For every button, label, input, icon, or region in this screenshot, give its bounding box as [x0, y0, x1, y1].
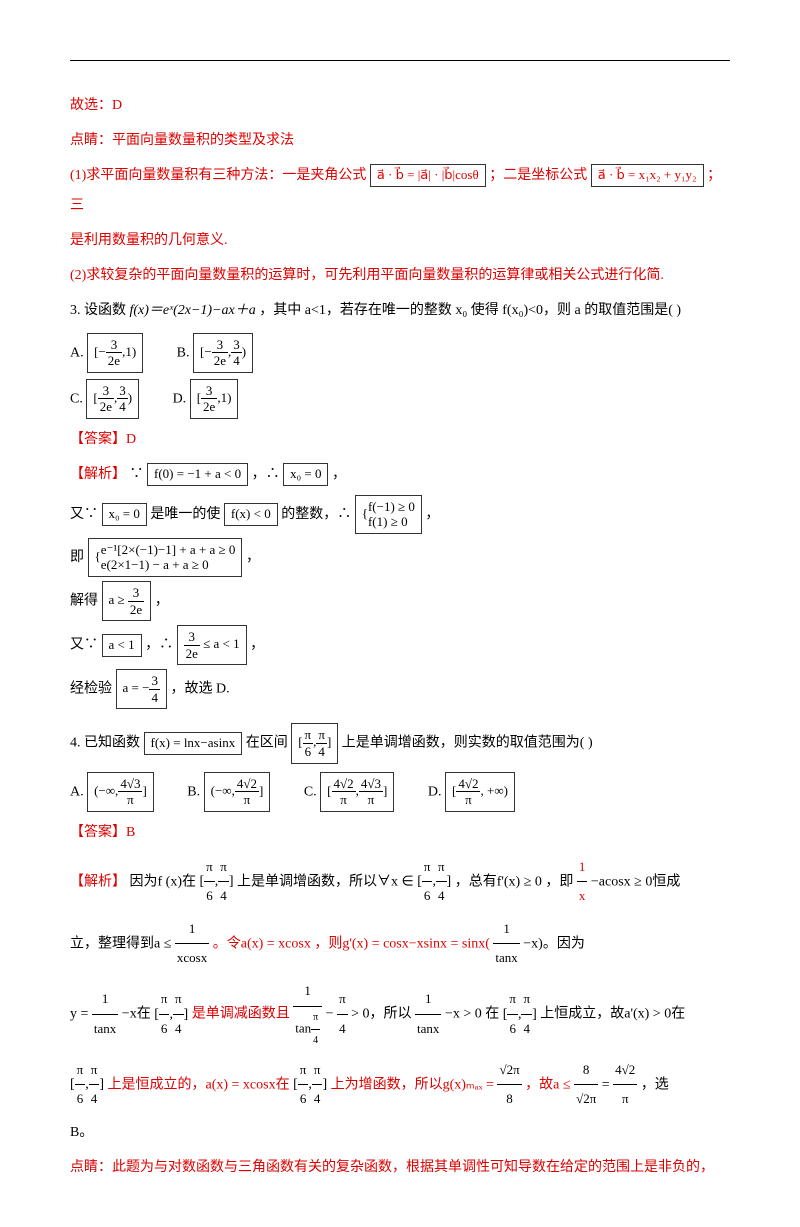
q4Dbox: [4√2π, +∞)	[445, 772, 515, 812]
q3-options-row2: C. [32e,34) D. [32e,1)	[70, 379, 730, 419]
q3-exp-line1: 【解析】 ∵ f(0) = −1 + a < 0 ，∴ x₀ = 0 ，	[70, 460, 730, 491]
q3jiede: 解得	[70, 593, 98, 608]
q4box2: [π6,π4]	[291, 723, 338, 763]
optD-box: [32e,1)	[190, 379, 239, 419]
q4-exp1: 【解析】 因为f (x)在 [π6,π4] 上是单调增函数，所以∀x ∈ [π6…	[70, 853, 730, 911]
q3you: 又∵	[70, 506, 98, 521]
q4Cbox: [4√2π,4√3π]	[320, 772, 394, 812]
q4a: 4. 已知函数	[70, 736, 140, 751]
q4e1d: −acosx ≥ 0恒成	[591, 874, 680, 889]
q4e1c: ，总有f'(x) ≥ 0 ，即	[455, 874, 574, 889]
answer-selection: 故选：D	[70, 91, 730, 122]
optC-label: C.	[70, 391, 83, 406]
q4-options: A. (−∞,4√3π] B. (−∞,4√2π] C. [4√2π,4√3π]…	[70, 772, 730, 812]
q3youbox: x₀ = 0	[102, 503, 147, 526]
q3-exp-line3: 即 {e⁻¹[2×(−1)−1] + a + a ≥ 0e(2×1−1) − a…	[70, 538, 730, 577]
q4Abox: (−∞,4√3π]	[87, 772, 154, 812]
q3-answer: 【答案】D	[70, 425, 730, 456]
q3you2b: ，∴	[145, 637, 173, 652]
q4e1a: 因为f (x)在	[130, 874, 197, 889]
q3-exp-label: 【解析】	[70, 467, 126, 482]
q3you2: 又∵	[70, 637, 98, 652]
q3you2box2: 32e ≤ a < 1	[177, 625, 247, 665]
q3-options-row1: A. [−32e,1) B. [−32e,34)	[70, 333, 730, 373]
q3-exp-line2: 又∵ x₀ = 0 是唯一的使 f(x) < 0 的整数，∴ {f(−1) ≥ …	[70, 495, 730, 534]
q4-exp4: [π6,π4] 上是恒成立的，a(x) = xcosx在 [π6,π4] 上为增…	[70, 1056, 730, 1114]
q4-optD: D. [4√2π, +∞)	[428, 772, 515, 812]
q3you2box: a < 1	[102, 634, 142, 657]
q4-answer: 【答案】B	[70, 818, 730, 849]
q3-optD: D. [32e,1)	[173, 379, 239, 419]
q3youb: 是唯一的使	[150, 506, 220, 521]
q3jibox: {e⁻¹[2×(−1)−1] + a + a ≥ 0e(2×1−1) − a +…	[88, 538, 243, 577]
q3fx: f(x)＝eˣ(2x−1)−ax＋a	[130, 303, 256, 318]
q4Bbox: (−∞,4√2π]	[204, 772, 271, 812]
q3e1box2: x₀ = 0	[283, 463, 328, 486]
optA-box: [−32e,1)	[87, 333, 143, 373]
q4-optB: B. (−∞,4√2π]	[187, 772, 270, 812]
q4-ds: 点睛：此题为与对数函数与三角函数有关的复杂函数，根据其单调性可知导数在给定的范围…	[70, 1153, 730, 1184]
header-divider	[70, 60, 730, 61]
q3b: ，其中 a<1，若存在唯一的整数 x₀ 使得 f(x₀)<0，则 a 的取值范围…	[259, 303, 681, 318]
formula-angle: a⃗ · b⃗ = |a⃗| · |b⃗|cosθ	[370, 164, 486, 187]
q3jy: 经检验	[70, 682, 112, 697]
q3youbox3: {f(−1) ≥ 0f(1) ≥ 0	[355, 495, 422, 534]
q3-exp-line4: 解得 a ≥ 32e ，	[70, 581, 730, 621]
q3e1box: f(0) = −1 + a < 0	[147, 463, 248, 486]
q3e1b: ，∴	[252, 467, 280, 482]
optB-label: B.	[177, 345, 190, 360]
q3jybox: a = −34	[116, 669, 167, 709]
q3-optC: C. [32e,34)	[70, 379, 139, 419]
q4-optC: C. [4√2π,4√3π]	[304, 772, 395, 812]
q3jyb: ，故选 D.	[170, 682, 229, 697]
q3-exp-line6: 经检验 a = −34 ，故选 D.	[70, 669, 730, 709]
ds1b: ；二是坐标公式	[489, 168, 587, 183]
key-point-title: 点睛：平面向量数量积的类型及求法	[70, 126, 730, 157]
q4-exp3: y = 1tanx −x在 [π6,π4] 是单调减函数且 1tanπ4 − π…	[70, 977, 730, 1052]
q3-exp-line5: 又∵ a < 1 ，∴ 32e ≤ a < 1 ，	[70, 625, 730, 665]
q4b: 在区间	[246, 736, 288, 751]
formula-coord: a⃗ · b⃗ = x₁x₂ + y₁y₂	[591, 164, 704, 187]
q3-optA: A. [−32e,1)	[70, 333, 143, 373]
optC-box: [32e,34)	[86, 379, 139, 419]
q4box: f(x) = lnx−asinx	[144, 732, 243, 755]
q4explabel: 【解析】	[70, 874, 126, 889]
q3jiedebox: a ≥ 32e	[102, 581, 152, 621]
q4c: 上是单调增函数，则实数的取值范围为( )	[342, 736, 593, 751]
q3-stem: 3. 设函数 f(x)＝eˣ(2x−1)−ax＋a ，其中 a<1，若存在唯一的…	[70, 296, 730, 327]
q3youc: 的整数，∴	[281, 506, 351, 521]
q3a: 3. 设函数	[70, 303, 126, 318]
ds-method1: (1)求平面向量数量积有三种方法：一是夹角公式 a⃗ · b⃗ = |a⃗| ·…	[70, 161, 730, 223]
ds-method1-cont: 是利用数量积的几何意义.	[70, 226, 730, 257]
q3-optB: B. [−32e,34)	[177, 333, 253, 373]
optA-label: A.	[70, 345, 84, 360]
q4-stem: 4. 已知函数 f(x) = lnx−asinx 在区间 [π6,π4] 上是单…	[70, 723, 730, 763]
q4e1b: 上是单调增函数，所以∀x ∈	[237, 874, 414, 889]
page-content: 故选：D 点睛：平面向量数量积的类型及求法 (1)求平面向量数量积有三种方法：一…	[0, 0, 800, 1227]
ds1a: (1)求平面向量数量积有三种方法：一是夹角公式	[70, 168, 366, 183]
q4-optA: A. (−∞,4√3π]	[70, 772, 154, 812]
q4-exp5: B。	[70, 1118, 730, 1149]
q3youbox2: f(x) < 0	[224, 503, 278, 526]
q3e1a: ∵	[130, 467, 144, 482]
q3ji: 即	[70, 550, 84, 565]
ds-method2: (2)求较复杂的平面向量数量积的运算时，可先利用平面向量数量积的运算律或相关公式…	[70, 261, 730, 292]
q4-exp2: 立，整理得到a ≤ 1xcosx 。令a(x) = xcosx ，则g'(x) …	[70, 915, 730, 973]
optD-label: D.	[173, 391, 187, 406]
optB-box: [−32e,34)	[193, 333, 253, 373]
